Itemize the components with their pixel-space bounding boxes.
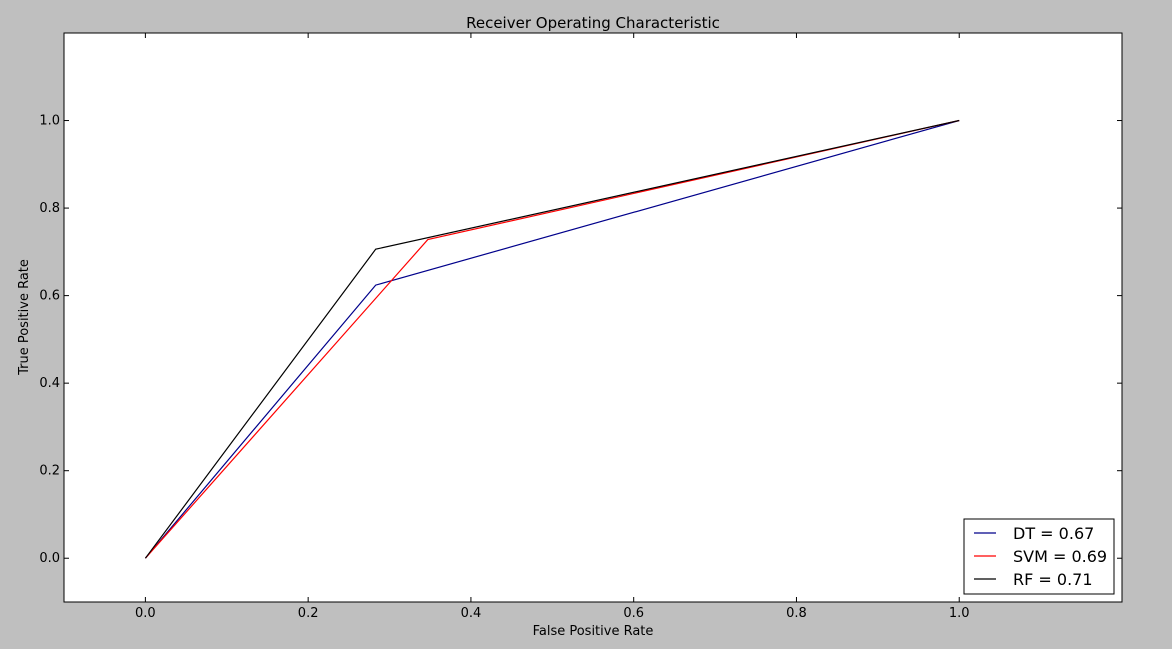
- legend-items: DT = 0.67 SVM = 0.69 RF = 0.71: [974, 524, 1107, 589]
- y-tick-label: 0.6: [39, 289, 60, 304]
- plot-area: [64, 33, 1122, 602]
- x-tick-label: 0.8: [786, 606, 807, 621]
- x-tick-label: 1.0: [949, 606, 970, 621]
- y-tick-label: 0.4: [39, 376, 60, 391]
- plot-frame: [63, 32, 1123, 603]
- series-layer: [144, 119, 960, 559]
- series-line-2: [144, 119, 960, 559]
- chart-title: Receiver Operating Characteristic: [466, 14, 720, 32]
- x-tick-label: 0.4: [461, 606, 482, 621]
- tick-layer: 0.0 0.2 0.4 0.6 0.8 1.0 0.0 0.2 0.4 0.6 0.8 1.0: [39, 33, 1122, 621]
- y-axis-label: True Positive Rate: [17, 259, 32, 376]
- x-tick-label: 0.0: [135, 606, 156, 621]
- series-line-1: [144, 119, 960, 559]
- x-tick-label: 0.6: [623, 606, 644, 621]
- legend: DT = 0.67 SVM = 0.69 RF = 0.71: [963, 518, 1115, 595]
- x-axis-label: False Positive Rate: [533, 624, 654, 639]
- y-tick-label: 1.0: [39, 114, 60, 129]
- legend-label-2: SVM = 0.69: [1013, 547, 1107, 566]
- y-tick-label: 0.8: [39, 201, 60, 216]
- series-line-3: [144, 119, 960, 559]
- y-tick-label: 0.2: [39, 464, 60, 479]
- legend-label-3: RF = 0.71: [1013, 570, 1093, 589]
- x-tick-label: 0.2: [298, 606, 319, 621]
- y-tick-label: 0.0: [39, 551, 60, 566]
- legend-label-1: DT = 0.67: [1013, 524, 1094, 543]
